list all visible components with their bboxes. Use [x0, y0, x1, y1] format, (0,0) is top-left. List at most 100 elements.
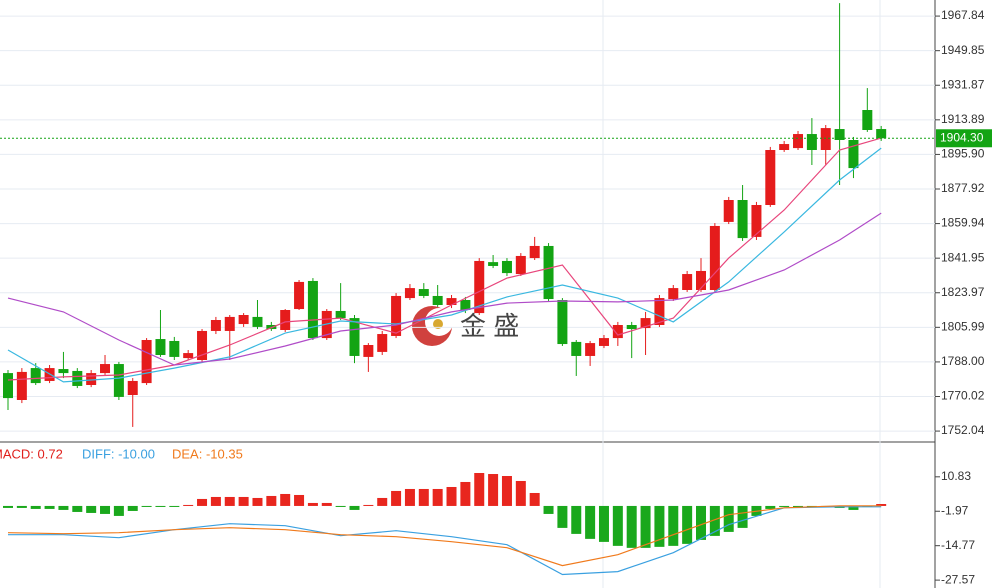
candle-body: [169, 340, 180, 357]
macd-bar: [377, 497, 388, 506]
candle-body: [183, 353, 194, 359]
candle-body: [377, 334, 388, 352]
candle-body: [100, 364, 111, 374]
candle-body: [848, 140, 859, 169]
candle-body: [16, 371, 27, 400]
macd-bar: [640, 505, 651, 548]
macd-bar: [557, 505, 568, 528]
macd-bar: [515, 480, 526, 506]
candle-body: [488, 262, 499, 266]
last-price-label: 1904.30: [940, 130, 984, 144]
macd-bar: [224, 496, 235, 506]
candle-body: [294, 281, 305, 310]
candle-body: [210, 320, 221, 331]
y-tick-label: 1752.04: [941, 423, 985, 437]
line: [7, 147, 882, 383]
candle-body: [127, 380, 138, 395]
macd-bar: [765, 505, 776, 509]
y-tick-label: -27.57: [941, 572, 975, 586]
macd-bar: [252, 497, 263, 506]
macd-bar: [598, 505, 609, 542]
candle-body: [404, 288, 415, 299]
macd-bar: [3, 505, 13, 508]
macd-bar: [335, 505, 346, 507]
macd-bar: [86, 505, 97, 513]
macd-bar: [183, 504, 194, 506]
macd-bar: [113, 505, 124, 516]
candle-body: [668, 288, 679, 300]
candle-body: [834, 129, 845, 140]
candle-body: [515, 255, 526, 275]
macd-bar: [585, 505, 596, 539]
candle-body: [266, 325, 277, 330]
macd-bar: [432, 488, 443, 506]
y-tick-label: 1913.89: [941, 112, 985, 126]
candle-body: [432, 295, 443, 305]
macd-bar: [488, 474, 499, 506]
y-tick-label: 1805.99: [941, 319, 985, 333]
y-tick-label: 1967.84: [941, 8, 985, 22]
macd-bar: [571, 505, 582, 534]
candle-body: [820, 128, 831, 150]
candle-body: [806, 134, 817, 150]
macd-bar: [709, 505, 720, 536]
macd-bar: [210, 496, 221, 506]
candle-body: [529, 245, 540, 259]
macd-bar: [501, 476, 512, 506]
line: [7, 137, 882, 381]
macd-bar: [460, 481, 471, 506]
legend-label: DEA: -10.35: [172, 446, 243, 461]
y-tick-label: -14.77: [941, 538, 975, 552]
y-tick-label: 1841.95: [941, 250, 985, 264]
candle-body: [640, 318, 651, 329]
macd-bar: [474, 472, 485, 506]
macd-bar: [682, 505, 693, 544]
candle-body: [654, 298, 665, 325]
candle-body: [418, 289, 429, 296]
line: [7, 505, 882, 567]
macd-bar: [543, 505, 554, 514]
candle-body: [793, 134, 804, 149]
macd-bar: [626, 505, 637, 548]
candle-body: [543, 245, 554, 300]
macd-bar: [737, 505, 748, 528]
y-tick-label: 1859.94: [941, 216, 985, 230]
macd-bar: [723, 505, 734, 532]
macd-bar: [612, 505, 623, 546]
candle-body: [751, 205, 762, 237]
candle-body: [585, 343, 596, 356]
macd-bar: [72, 505, 83, 512]
y-tick-label: 1788.00: [941, 354, 985, 368]
candle-body: [113, 364, 124, 397]
macd-bar: [100, 505, 111, 514]
macd-bar: [321, 502, 332, 506]
candle-body: [141, 340, 152, 384]
candle-body: [723, 200, 734, 222]
macd-bar: [266, 495, 277, 506]
candle-body: [682, 274, 693, 290]
candle-body: [862, 110, 873, 130]
candle-body: [571, 341, 582, 356]
macd-bar: [529, 492, 540, 506]
candle-body: [557, 300, 568, 345]
candle-body: [238, 315, 249, 325]
macd-bar: [294, 494, 305, 506]
macd-bar: [446, 486, 457, 506]
candle-body: [446, 298, 457, 305]
macd-bar: [155, 505, 166, 507]
macd-bar: [668, 505, 679, 546]
macd-bar: [197, 498, 208, 506]
y-tick-label: 1877.92: [941, 181, 985, 195]
macd-bar: [141, 505, 152, 507]
candle-body: [3, 373, 13, 399]
candle-body: [86, 373, 97, 385]
candle-body: [72, 370, 83, 386]
macd-bar: [44, 505, 55, 509]
macd-bar: [418, 488, 429, 506]
legend-label: MACD: 0.72: [0, 446, 63, 461]
y-tick-label: 1770.02: [941, 389, 985, 403]
candle-body: [363, 345, 374, 357]
candle-body: [307, 280, 318, 339]
